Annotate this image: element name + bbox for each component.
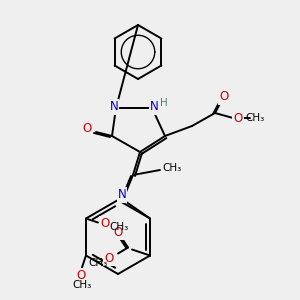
Text: O: O xyxy=(219,91,229,103)
Text: N: N xyxy=(110,100,118,113)
Text: CH₃: CH₃ xyxy=(245,113,265,123)
Text: N: N xyxy=(150,100,158,113)
Text: O: O xyxy=(100,217,110,230)
Text: O: O xyxy=(104,252,114,265)
Text: CH₃: CH₃ xyxy=(72,280,92,290)
Text: N: N xyxy=(118,188,126,202)
Text: O: O xyxy=(113,226,123,239)
Text: CH₃: CH₃ xyxy=(88,259,108,269)
Text: O: O xyxy=(82,122,91,134)
Text: O: O xyxy=(233,112,243,124)
Text: H: H xyxy=(160,98,168,108)
Text: CH₃: CH₃ xyxy=(109,221,129,232)
Text: CH₃: CH₃ xyxy=(162,163,182,173)
Text: O: O xyxy=(76,269,86,282)
